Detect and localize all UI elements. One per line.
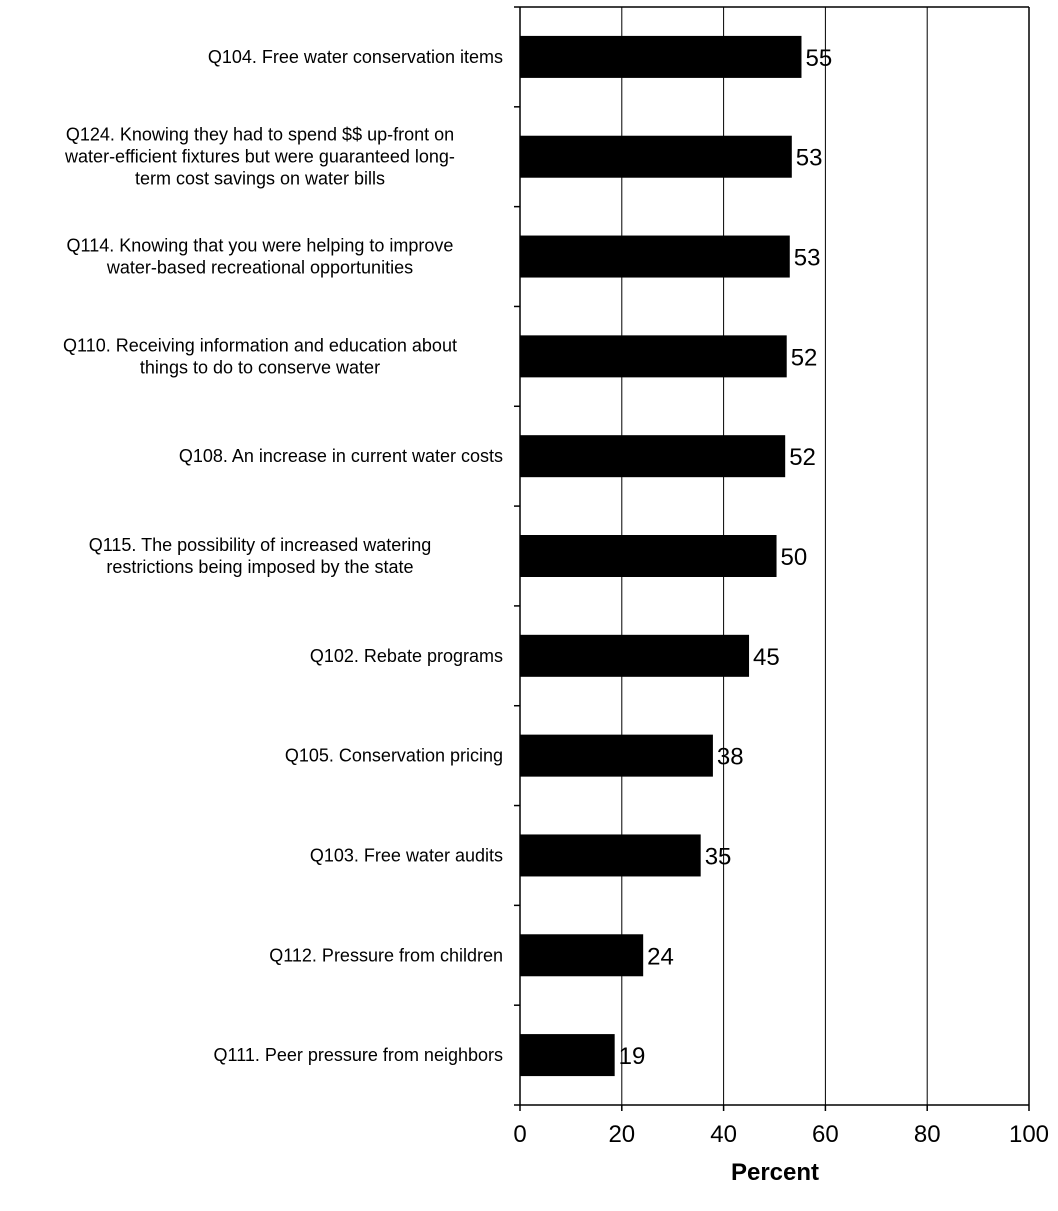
category-label-0: Q104. Free water conservation items xyxy=(208,47,503,67)
bar-6 xyxy=(520,634,750,677)
category-label-2: Q114. Knowing that you were helping to i… xyxy=(67,236,454,278)
category-label-line: Q112. Pressure from children xyxy=(269,945,503,965)
bar-8 xyxy=(520,834,701,877)
x-tick-label-2: 40 xyxy=(710,1121,737,1148)
value-label-8: 35 xyxy=(705,843,732,870)
category-label-line: Q108. An increase in current water costs xyxy=(179,446,503,466)
bar-7 xyxy=(520,734,713,777)
bar-1 xyxy=(520,135,792,178)
value-label-1: 53 xyxy=(796,145,823,172)
value-label-10: 19 xyxy=(619,1043,646,1070)
bar-9 xyxy=(520,934,644,977)
category-label-line: Q105. Conservation pricing xyxy=(285,746,503,766)
bars xyxy=(520,35,802,1077)
category-label-4: Q108. An increase in current water costs xyxy=(179,446,503,466)
bar-3 xyxy=(520,335,787,378)
category-label-9: Q112. Pressure from children xyxy=(269,945,503,965)
value-label-7: 38 xyxy=(717,744,744,771)
category-label-line: Q104. Free water conservation items xyxy=(208,47,503,67)
bar-4 xyxy=(520,435,786,478)
category-labels: Q104. Free water conservation items Q124.… xyxy=(63,47,503,1065)
value-label-9: 24 xyxy=(647,943,674,970)
value-label-3: 52 xyxy=(791,344,818,371)
axes xyxy=(514,6,1030,1111)
value-label-0: 55 xyxy=(805,45,832,72)
category-label-5: Q115. The possibility of increased water… xyxy=(89,535,432,577)
category-label-line: things to do to conserve water xyxy=(140,357,380,377)
category-label-1: Q124. Knowing they had to spend $$ up-fr… xyxy=(64,125,455,189)
category-label-3: Q110. Receiving information and educatio… xyxy=(63,335,457,377)
category-label-line: water-efficient fixtures but were guaran… xyxy=(64,147,455,167)
value-label-4: 52 xyxy=(789,444,816,471)
category-label-line: water-based recreational opportunities xyxy=(106,258,413,278)
bar-0 xyxy=(520,35,802,78)
x-tick-label-5: 100 xyxy=(1009,1121,1049,1148)
value-labels: 55 53 53 52 52 50 45 38 35 24 19 xyxy=(619,45,833,1070)
category-label-7: Q105. Conservation pricing xyxy=(285,746,503,766)
category-label-line: Q124. Knowing they had to spend $$ up-fr… xyxy=(66,125,454,145)
category-label-line: Q103. Free water audits xyxy=(310,845,503,865)
value-label-6: 45 xyxy=(753,644,780,671)
x-axis-title: Percent xyxy=(731,1159,819,1186)
value-label-5: 50 xyxy=(781,544,808,571)
bar-10 xyxy=(520,1034,615,1077)
category-label-line: Q110. Receiving information and educatio… xyxy=(63,335,457,355)
bar-2 xyxy=(520,235,790,278)
category-label-6: Q102. Rebate programs xyxy=(310,646,503,666)
category-label-line: Q102. Rebate programs xyxy=(310,646,503,666)
category-label-8: Q103. Free water audits xyxy=(310,845,503,865)
category-label-10: Q111. Peer pressure from neighbors xyxy=(214,1045,503,1065)
bar-5 xyxy=(520,535,777,577)
x-tick-label-4: 80 xyxy=(914,1121,941,1148)
x-tick-label-3: 60 xyxy=(812,1121,839,1148)
category-label-line: Q111. Peer pressure from neighbors xyxy=(214,1045,503,1065)
category-label-line: term cost savings on water bills xyxy=(135,169,385,189)
x-tick-label-1: 20 xyxy=(608,1121,635,1148)
value-label-2: 53 xyxy=(794,245,821,272)
tick-labels: 0 20 40 60 80 100 xyxy=(513,1121,1049,1148)
x-tick-label-0: 0 xyxy=(513,1121,526,1148)
category-label-line: restrictions being imposed by the state xyxy=(106,557,413,577)
category-label-line: Q115. The possibility of increased water… xyxy=(89,535,432,555)
category-label-line: Q114. Knowing that you were helping to i… xyxy=(67,236,454,256)
